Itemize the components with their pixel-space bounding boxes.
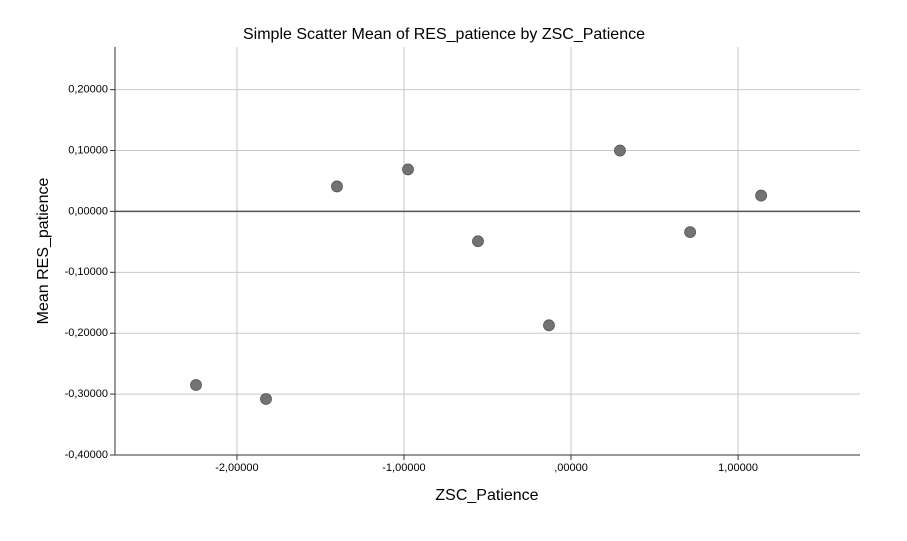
y-axis-label: Mean RES_patience (35, 178, 52, 325)
y-tick-label: 0,00000 (68, 205, 108, 217)
y-tick-label: 0,20000 (68, 84, 108, 96)
y-tick-label: -0,30000 (65, 388, 108, 400)
point (331, 180, 343, 193)
point (614, 144, 626, 157)
point (543, 319, 555, 332)
point (260, 393, 272, 405)
y-tick-label: 0,10000 (68, 144, 108, 156)
x-tick-label: -2,00000 (215, 462, 258, 474)
x-tick-label: 1,00000 (718, 462, 758, 474)
x-axis-label: ZSC_Patience (435, 487, 538, 504)
y-tick-label: -0,40000 (65, 449, 108, 461)
x-tick-label: -1,00000 (382, 462, 425, 474)
point (755, 189, 768, 202)
point (472, 235, 484, 248)
y-tick-label: -0,20000 (65, 327, 108, 339)
chart-title: Simple Scatter Mean of RES_patience by Z… (243, 26, 645, 43)
point (402, 163, 414, 176)
point (684, 226, 697, 239)
y-tick-label: -0,10000 (65, 266, 108, 278)
x-tick-label: ,00000 (554, 462, 588, 474)
point (190, 379, 202, 391)
